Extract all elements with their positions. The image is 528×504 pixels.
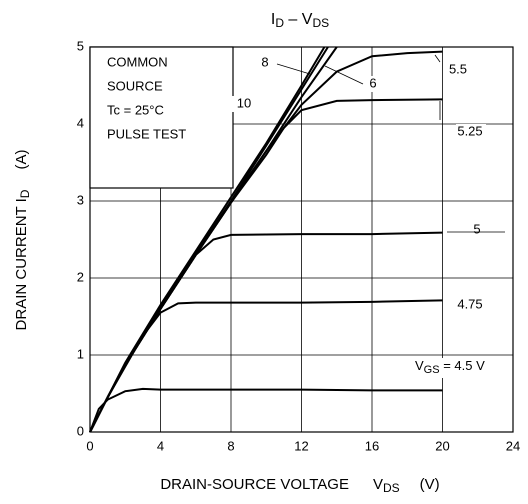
series-label: 5.25 [457,123,482,138]
label-part: D [18,189,32,198]
x-tick-label: 20 [435,438,449,453]
label-bg [456,124,486,140]
label-part: V [415,358,424,373]
label-part: GS [424,364,440,376]
x-axis-label: DRAIN-SOURCE VOLTAGE VDS (V) [160,476,439,495]
note-line: PULSE TEST [107,126,186,141]
series-label: 5 [473,221,480,236]
x-tick-label: 24 [506,438,520,453]
title-part: I [271,11,275,28]
label-part: (V) [420,476,440,493]
series-label: 5.5 [449,61,467,76]
leader-line [324,65,364,85]
title-part: – V [284,11,313,28]
label-part: (A) [13,150,30,170]
series-label: 8 [261,54,268,69]
series-label: 6 [369,75,376,90]
label-bg [359,76,389,92]
series-label: 4.75 [457,296,482,311]
y-axis-label: DRAIN CURRENT ID (A) [13,150,32,331]
note-line: COMMON [107,54,168,69]
label-bg [230,96,260,112]
curve [89,387,443,433]
y-tick-label: 3 [77,192,84,207]
label-part: DRAIN-SOURCE VOLTAGE [160,476,349,493]
y-tick-label: 5 [77,38,84,53]
title-part: D [275,16,284,30]
series-label: 10 [237,95,251,110]
leader-line [434,54,441,63]
label-part: DS [383,481,400,495]
title-part: DS [312,16,329,30]
x-tick-label: 12 [294,438,308,453]
note-line: Tc = 25°C [107,102,164,117]
note-line: SOURCE [107,78,163,93]
x-tick-label: 16 [365,438,379,453]
chart-title: ID – VDS [271,11,329,30]
y-tick-label: 1 [77,346,84,361]
label-bg [444,62,474,78]
note-box [89,46,234,189]
label-bg [463,222,493,238]
x-tick-label: 0 [86,438,93,453]
label-part: DRAIN CURRENT I [13,198,30,330]
label-part: = 4.5 V [440,358,485,373]
y-tick-label: 0 [77,423,84,438]
leader-line [276,63,311,75]
x-tick-label: 4 [157,438,164,453]
label-bg [456,297,486,313]
y-tick-label: 4 [77,115,84,130]
y-tick-label: 2 [77,269,84,284]
label-bg [251,55,281,71]
label-bg [407,358,499,378]
curve [89,299,443,433]
series-label: VGS = 4.5 V [415,358,485,375]
x-tick-label: 8 [227,438,234,453]
label-part: V [373,476,383,493]
